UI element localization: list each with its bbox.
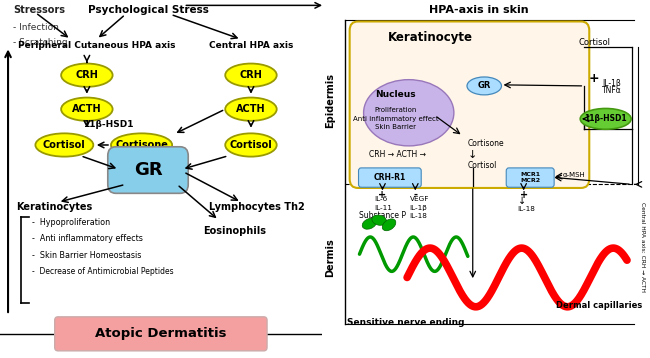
Text: Cortisol: Cortisol [43, 140, 86, 150]
Text: Lymphocytes Th2: Lymphocytes Th2 [209, 202, 305, 212]
Text: ↓: ↓ [468, 150, 478, 160]
Text: - Scratching: - Scratching [13, 38, 68, 47]
Text: HPA-axis in skin: HPA-axis in skin [430, 5, 529, 15]
Text: α-MSH: α-MSH [563, 173, 586, 178]
Text: IL-18: IL-18 [517, 206, 536, 212]
Text: 11β-HSD1: 11β-HSD1 [83, 120, 133, 129]
Ellipse shape [580, 108, 631, 129]
Text: CRH: CRH [75, 70, 98, 80]
Text: ACTH: ACTH [72, 104, 101, 114]
Text: Epidermis: Epidermis [325, 73, 335, 128]
Text: IL-1β: IL-1β [410, 205, 428, 211]
Text: Skin Barrier: Skin Barrier [375, 124, 416, 130]
Ellipse shape [363, 79, 454, 146]
Text: CRH-R1: CRH-R1 [374, 173, 406, 182]
Text: Proliferation: Proliferation [374, 107, 417, 113]
Text: Sensitive nerve ending: Sensitive nerve ending [346, 318, 464, 327]
Text: Central HPA axis: Central HPA axis [209, 41, 293, 50]
Ellipse shape [225, 97, 277, 121]
Text: VEGF: VEGF [410, 196, 429, 202]
Text: Nucleus: Nucleus [375, 90, 416, 100]
FancyBboxPatch shape [359, 168, 421, 187]
Text: Cortisol: Cortisol [229, 140, 272, 150]
Text: Keratinocyte: Keratinocyte [387, 31, 473, 44]
Ellipse shape [61, 97, 112, 121]
Text: ACTH: ACTH [236, 104, 266, 114]
Text: ↓: ↓ [518, 196, 526, 206]
Text: GR: GR [134, 161, 162, 179]
Text: -  Decrease of Antimicrobial Peptides: - Decrease of Antimicrobial Peptides [32, 267, 174, 276]
Text: +: + [589, 72, 599, 85]
Text: Cortisol: Cortisol [468, 161, 497, 170]
Text: Substance P: Substance P [359, 211, 406, 220]
Text: Dermal capillaries: Dermal capillaries [556, 300, 643, 310]
Text: Keratinocytes: Keratinocytes [16, 202, 92, 212]
Text: IL-18: IL-18 [410, 213, 428, 219]
FancyBboxPatch shape [506, 168, 554, 187]
Text: IL-11: IL-11 [374, 205, 392, 211]
Ellipse shape [467, 77, 501, 95]
Text: Cortisol: Cortisol [578, 38, 610, 47]
Text: MCR1
MCR2: MCR1 MCR2 [520, 172, 540, 183]
Ellipse shape [225, 64, 277, 87]
Text: GR: GR [478, 81, 491, 91]
Text: +: + [378, 190, 387, 200]
Text: Cortisone: Cortisone [115, 140, 168, 150]
Ellipse shape [35, 134, 94, 157]
Text: Stressors: Stressors [13, 5, 65, 15]
Text: Psychological Stress: Psychological Stress [88, 5, 209, 15]
Text: -  Skin Barrier Homeostasis: - Skin Barrier Homeostasis [32, 251, 142, 260]
Text: -  Anti inflammatory effects: - Anti inflammatory effects [32, 234, 143, 243]
FancyBboxPatch shape [55, 317, 267, 351]
Text: CRH: CRH [240, 70, 263, 80]
Ellipse shape [382, 219, 396, 231]
Ellipse shape [111, 134, 172, 157]
Ellipse shape [61, 64, 112, 87]
Text: Anti inflammatory effect: Anti inflammatory effect [353, 116, 438, 122]
Text: TNFα: TNFα [603, 86, 622, 95]
Text: Eosinophils: Eosinophils [203, 226, 266, 236]
Text: +: + [519, 190, 528, 200]
FancyBboxPatch shape [108, 147, 188, 193]
Text: IL-1β: IL-1β [603, 78, 621, 88]
Text: 11β-HSD1: 11β-HSD1 [584, 114, 627, 124]
Ellipse shape [372, 215, 387, 225]
Text: - Infection: - Infection [13, 23, 58, 32]
Text: -  Hypoproliferation: - Hypoproliferation [32, 218, 110, 227]
Text: Peripheral Cutaneous HPA axis: Peripheral Cutaneous HPA axis [18, 41, 176, 50]
FancyBboxPatch shape [350, 21, 590, 188]
Ellipse shape [362, 218, 376, 229]
Ellipse shape [225, 134, 277, 157]
Text: IL-6: IL-6 [374, 196, 387, 202]
Text: Cortisone: Cortisone [468, 139, 504, 148]
Text: Atopic Dermatitis: Atopic Dermatitis [95, 327, 227, 340]
Text: Dermis: Dermis [325, 238, 335, 277]
Text: CRH → ACTH →: CRH → ACTH → [369, 150, 426, 159]
Text: -: - [413, 190, 417, 200]
Text: Central HPA axis: CRH → ACTH: Central HPA axis: CRH → ACTH [640, 202, 645, 292]
